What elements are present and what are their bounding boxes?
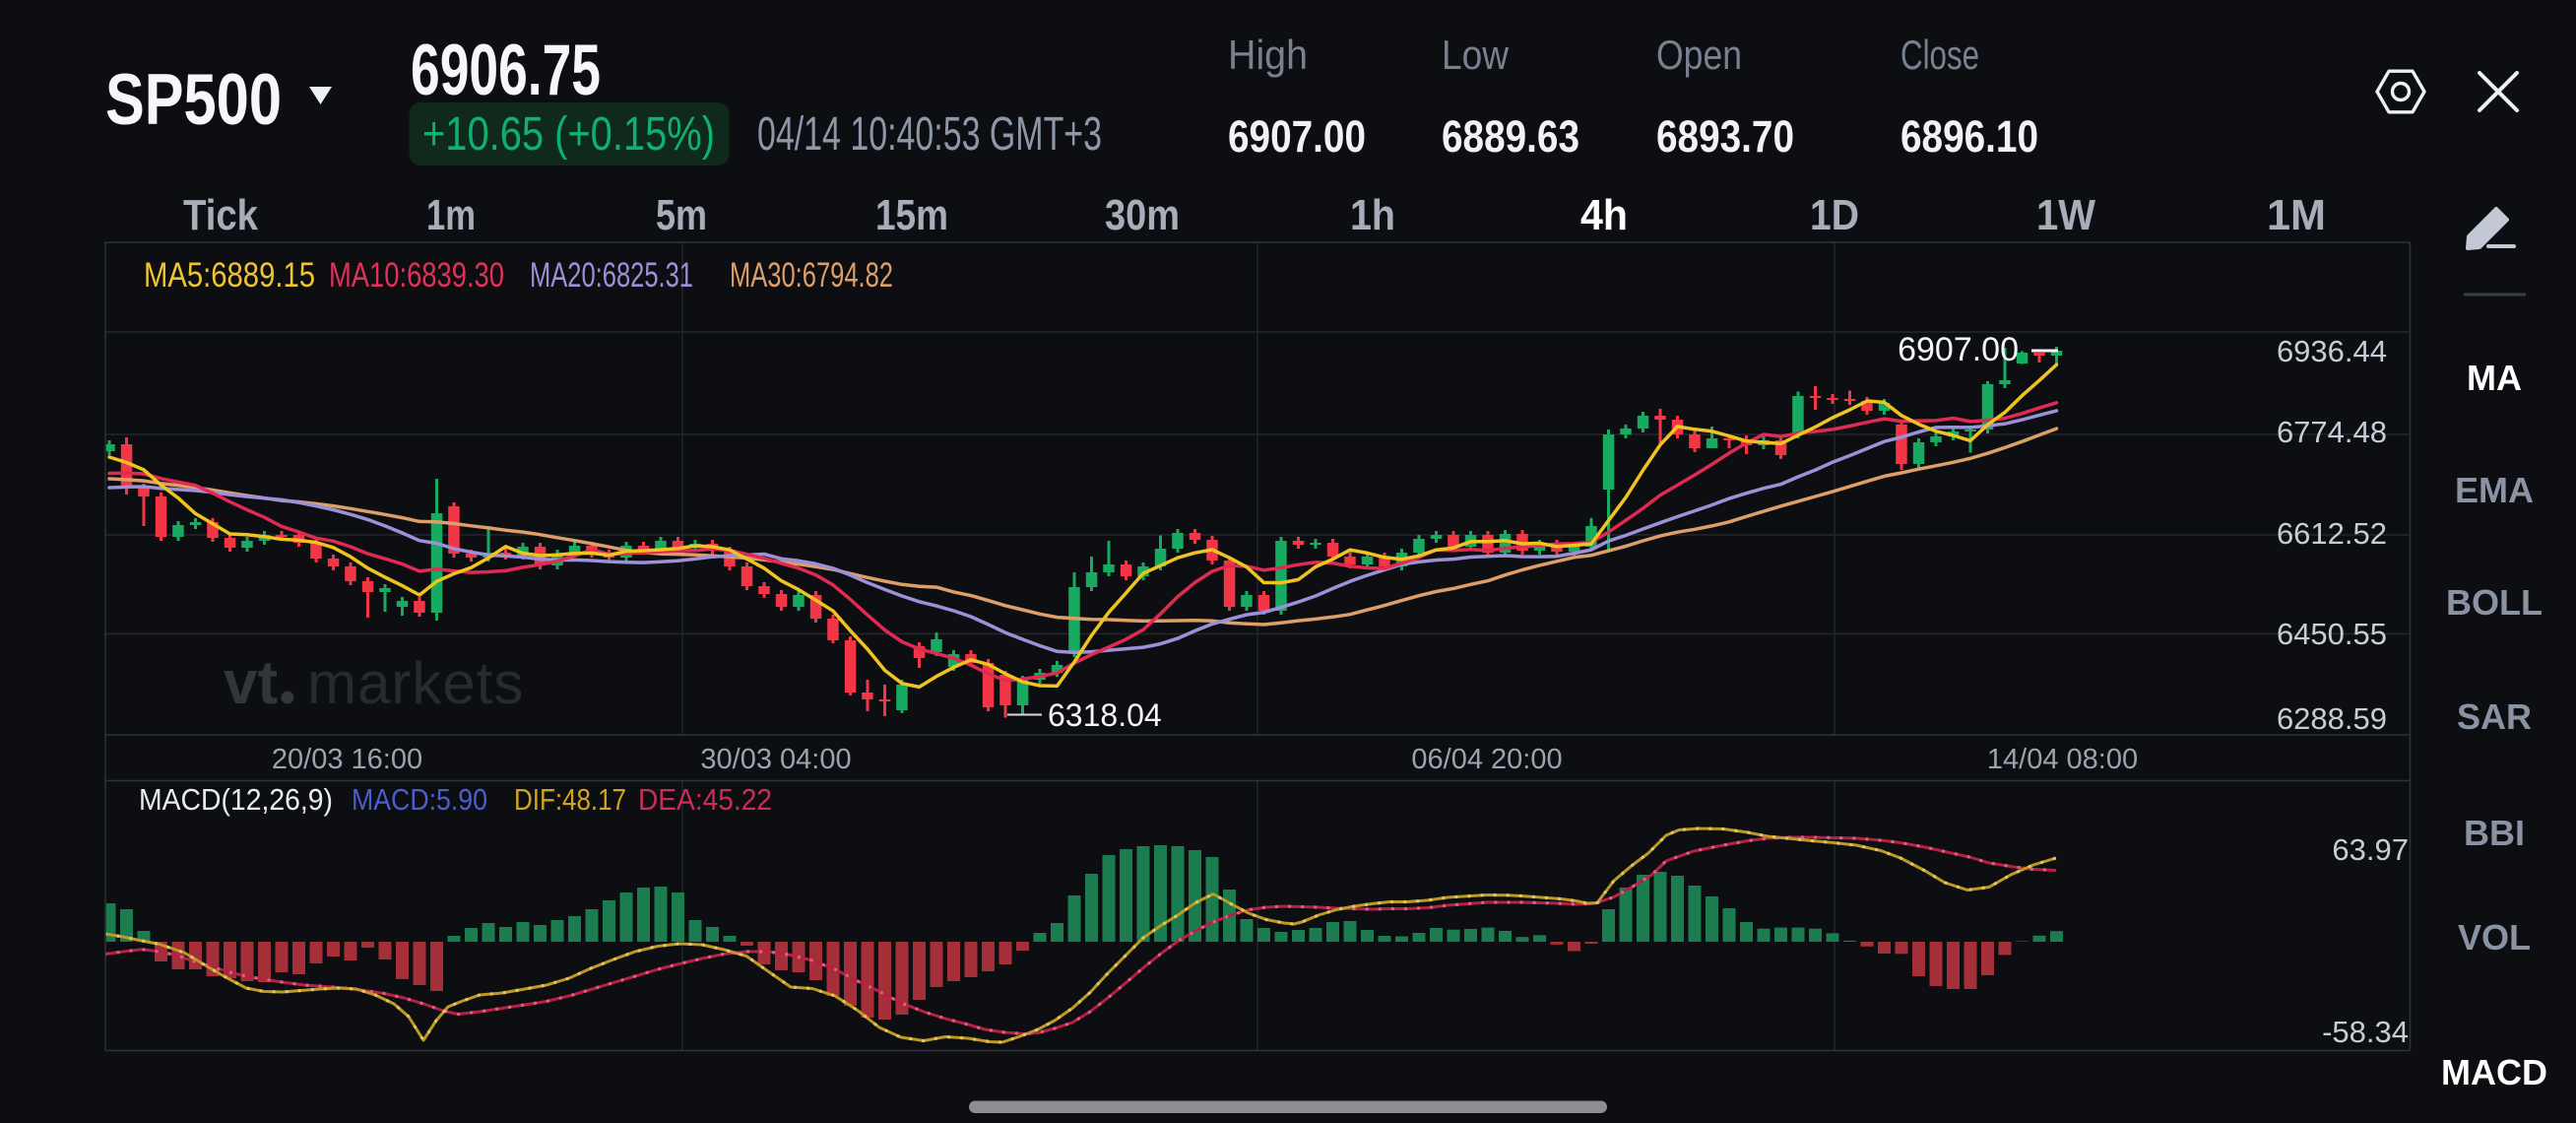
svg-text:30m: 30m <box>1105 191 1180 239</box>
svg-text:MA30:6794.82: MA30:6794.82 <box>730 256 893 295</box>
svg-text:MACD(12,26,9): MACD(12,26,9) <box>139 782 333 817</box>
svg-text:15m: 15m <box>875 191 948 239</box>
svg-text:Open: Open <box>1656 32 1742 78</box>
svg-text:6288.59: 6288.59 <box>2277 701 2387 736</box>
svg-text:6907.00: 6907.00 <box>1898 331 2019 368</box>
svg-text:1D: 1D <box>1810 191 1859 239</box>
svg-text:MACD: MACD <box>2441 1052 2547 1092</box>
svg-text:BBI: BBI <box>2464 813 2525 853</box>
svg-text:EMA: EMA <box>2455 470 2534 510</box>
svg-text:BOLL: BOLL <box>2446 582 2543 623</box>
svg-text:6906.75: 6906.75 <box>411 31 601 110</box>
svg-text:SP500: SP500 <box>105 60 282 140</box>
svg-text:1W: 1W <box>2036 191 2095 239</box>
svg-text:High: High <box>1228 32 1308 78</box>
svg-text:Tick: Tick <box>183 191 258 239</box>
svg-text:6450.55: 6450.55 <box>2277 617 2387 651</box>
svg-text:6936.44: 6936.44 <box>2277 334 2387 368</box>
svg-text:06/04 20:00: 06/04 20:00 <box>1411 744 1562 775</box>
svg-text:6907.00: 6907.00 <box>1228 111 1366 162</box>
svg-text:6774.48: 6774.48 <box>2277 415 2387 449</box>
svg-text:MA10:6839.30: MA10:6839.30 <box>329 256 504 295</box>
svg-text:MACD:5.90: MACD:5.90 <box>352 782 487 817</box>
svg-text:SAR: SAR <box>2457 696 2532 737</box>
svg-text:4h: 4h <box>1580 191 1628 239</box>
svg-text:20/03 16:00: 20/03 16:00 <box>272 744 422 775</box>
svg-text:Close: Close <box>1900 32 1979 78</box>
svg-text:5m: 5m <box>656 191 707 239</box>
svg-text:1h: 1h <box>1350 191 1395 239</box>
svg-text:+10.65 (+0.15%): +10.65 (+0.15%) <box>422 108 715 161</box>
svg-text:63.97: 63.97 <box>2332 832 2409 867</box>
svg-text:-58.34: -58.34 <box>2322 1015 2409 1049</box>
svg-text:markets: markets <box>307 650 524 716</box>
svg-text:04/14 10:40:53 GMT+3: 04/14 10:40:53 GMT+3 <box>757 108 1102 161</box>
svg-text:6893.70: 6893.70 <box>1656 111 1794 162</box>
svg-text:DIF:48.17: DIF:48.17 <box>514 782 626 817</box>
svg-text:Low: Low <box>1442 32 1510 78</box>
svg-text:6612.52: 6612.52 <box>2277 516 2387 551</box>
svg-text:6318.04: 6318.04 <box>1048 697 1162 733</box>
svg-text:MA: MA <box>2467 358 2522 398</box>
svg-text:DEA:45.22: DEA:45.22 <box>638 782 772 817</box>
svg-text:1m: 1m <box>426 191 476 239</box>
svg-text:VOL: VOL <box>2458 917 2531 958</box>
svg-text:MA20:6825.31: MA20:6825.31 <box>530 256 693 295</box>
svg-text:6889.63: 6889.63 <box>1442 111 1579 162</box>
svg-text:MA5:6889.15: MA5:6889.15 <box>144 256 315 295</box>
svg-text:vt: vt <box>224 649 278 717</box>
svg-text:1M: 1M <box>2267 191 2326 239</box>
svg-text:30/03 04:00: 30/03 04:00 <box>700 744 851 775</box>
svg-text:6896.10: 6896.10 <box>1900 111 2038 162</box>
svg-text:14/04 08:00: 14/04 08:00 <box>1987 744 2138 775</box>
